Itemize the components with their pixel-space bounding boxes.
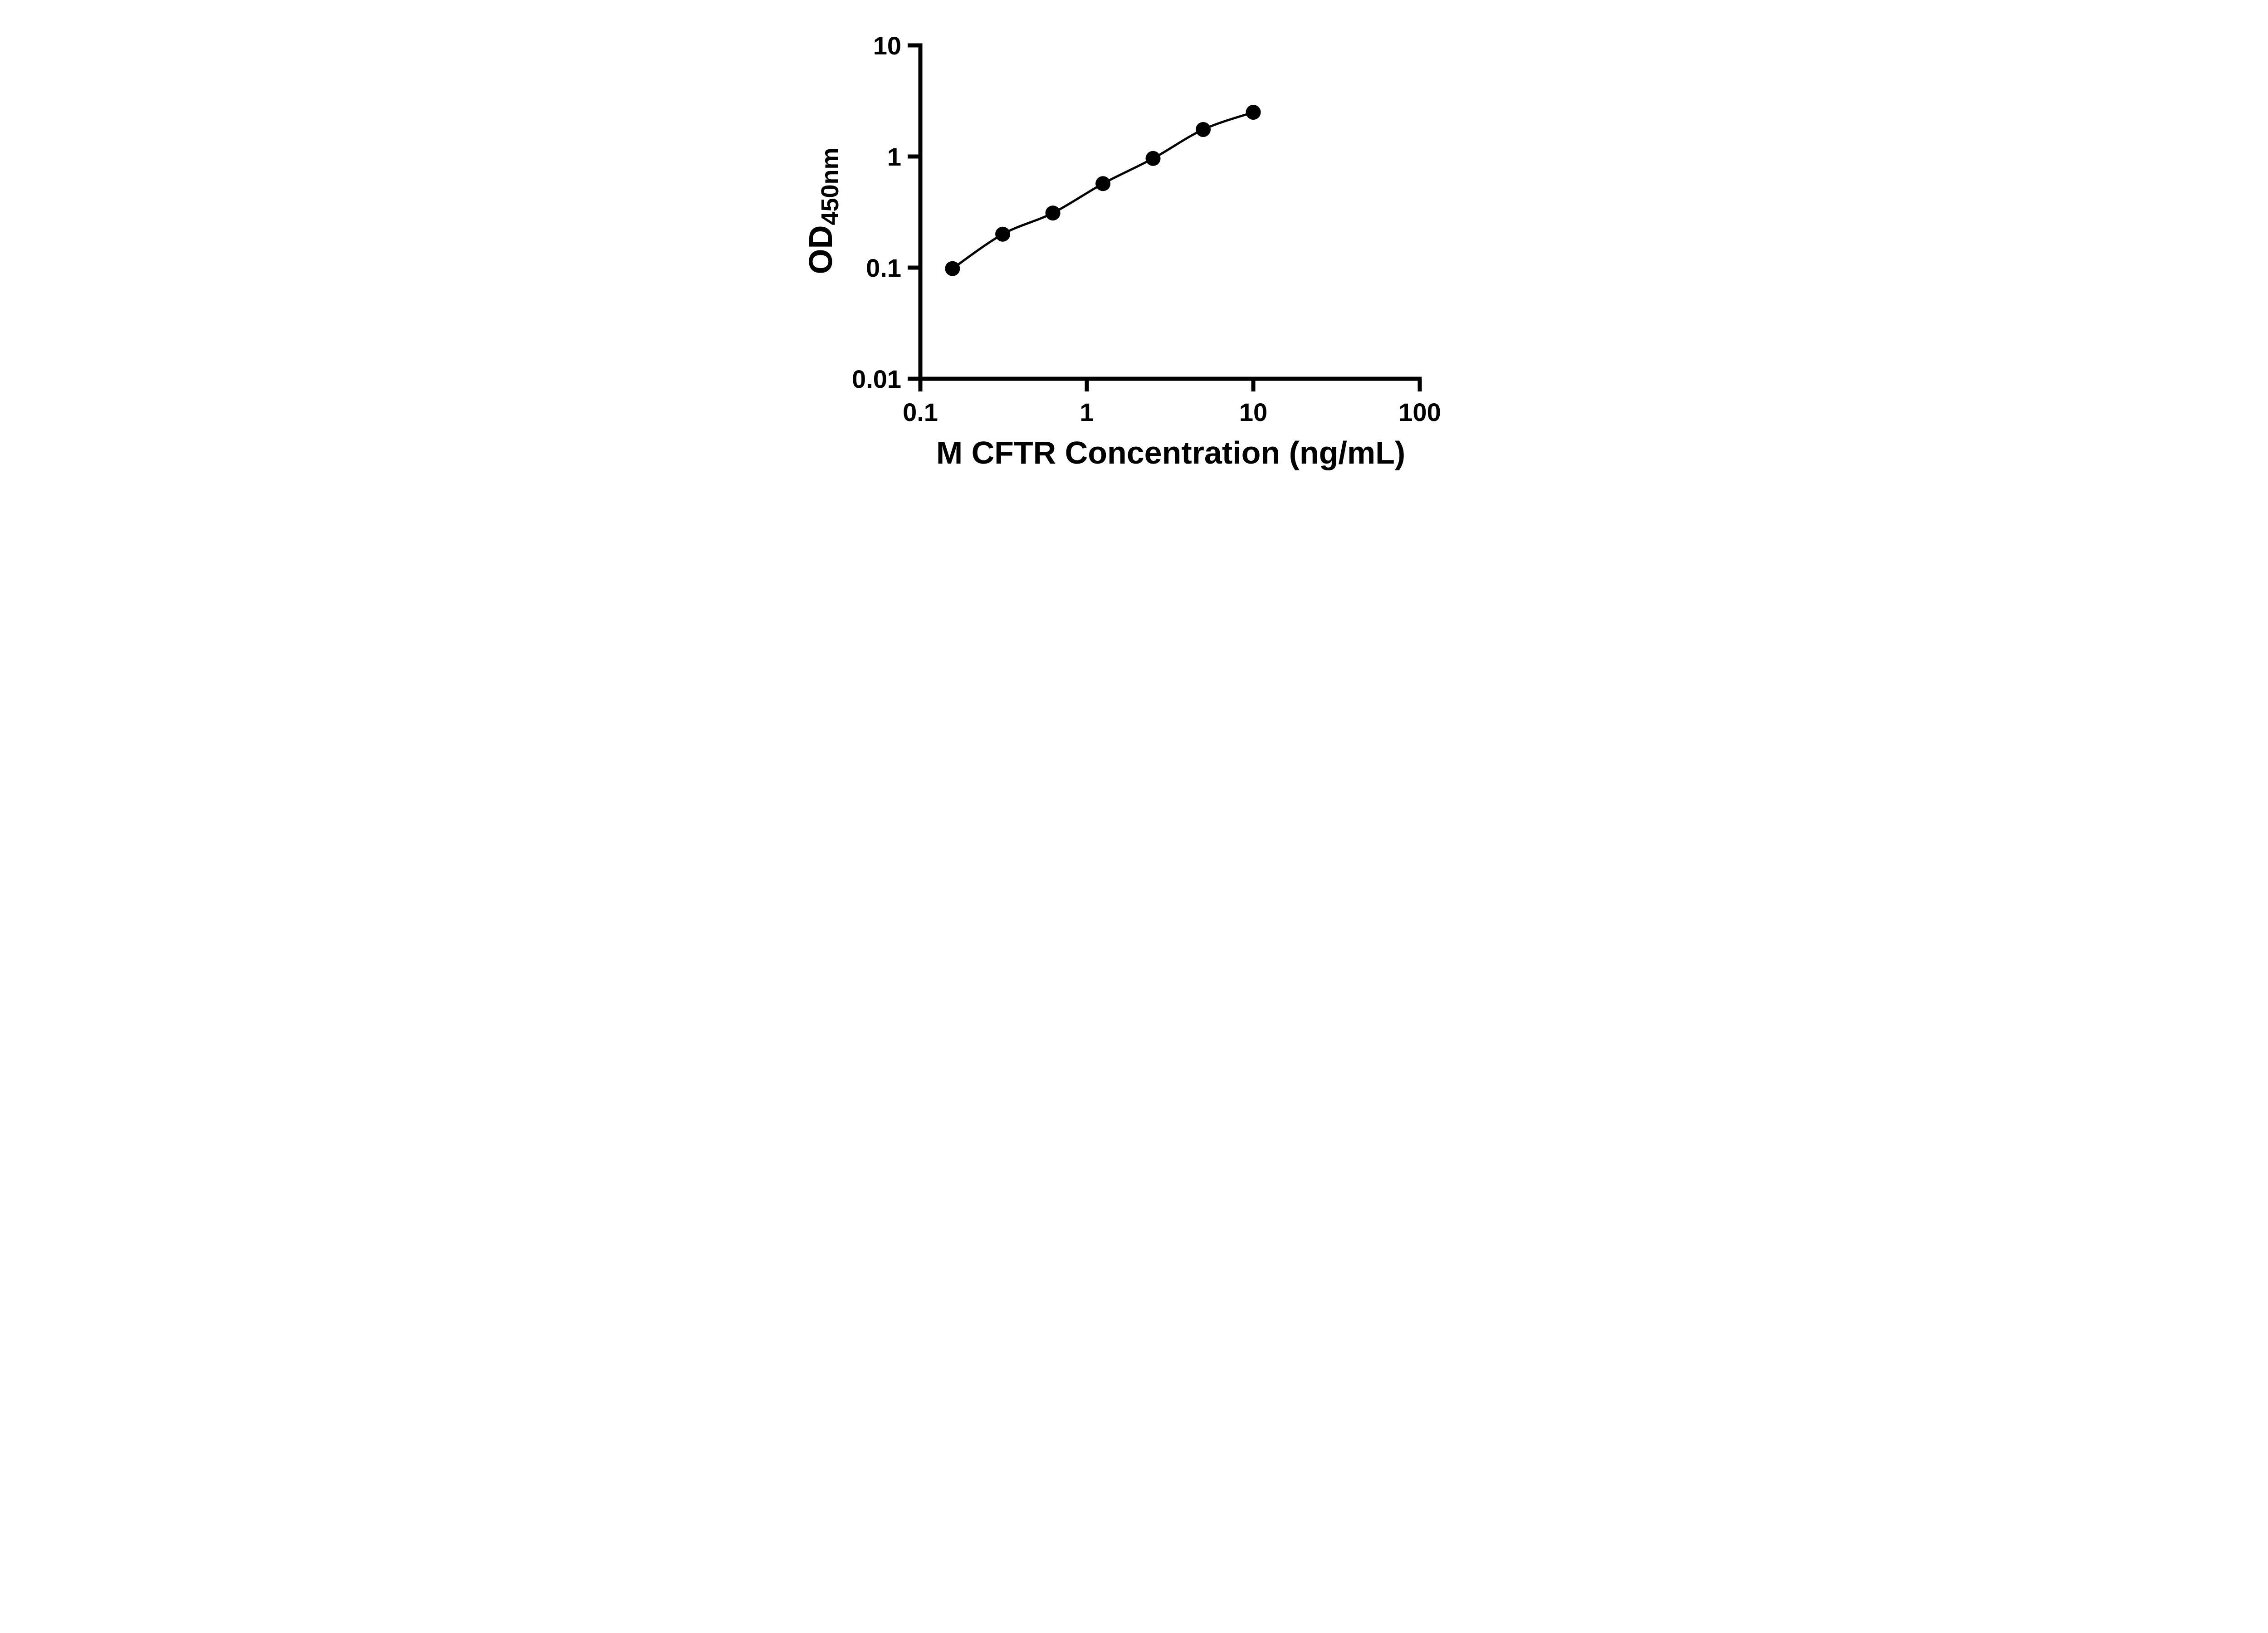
x-tick-label: 1 [1080, 398, 1094, 426]
elisa-standard-curve-figure: 0.1 1 10 100 0.01 0.1 1 10 OD450nm M CFTR Conce… [784, 0, 1484, 490]
y-tick-label: 0.01 [852, 365, 901, 393]
y-tick-label: 10 [873, 31, 901, 60]
data-point [1196, 122, 1211, 137]
data-point [1045, 205, 1061, 221]
y-axis-title-main: OD [803, 225, 839, 274]
y-tick-label: 1 [887, 142, 901, 171]
y-axis-title-subscript: 450nm [816, 147, 844, 225]
data-point [995, 226, 1011, 242]
x-tick-label: 100 [1398, 398, 1441, 426]
y-tick-label: 0.1 [866, 254, 901, 282]
data-point [1145, 151, 1161, 166]
data-point [1246, 105, 1261, 120]
x-tick-label: 0.1 [903, 398, 938, 426]
x-tick-label: 10 [1239, 398, 1267, 426]
data-point [1095, 176, 1111, 191]
x-axis-title: M CFTR Concentration (ng/mL) [936, 435, 1405, 470]
y-axis-title: OD450nm [803, 147, 844, 274]
data-point [945, 261, 960, 276]
